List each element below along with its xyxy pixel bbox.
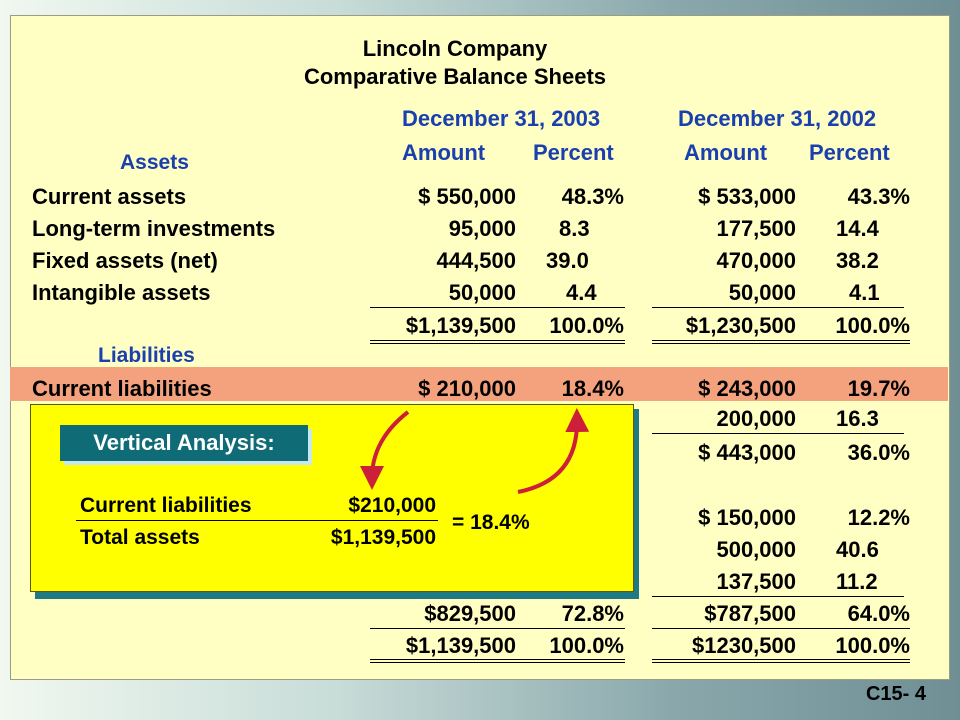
denominator-value: $1,139,500 [330,526,436,549]
vertical-analysis-heading: Vertical Analysis: [60,425,308,461]
grand-total-percent-2002: 100.0% [835,633,910,658]
arrow-down-icon [360,410,410,490]
asset-percent-2002: 38.2 [836,248,879,273]
total-liabilities-amount-2002: $ 443,000 [698,440,796,465]
asset-amount-2003: 50,000 [448,280,516,305]
asset-amount-2002: 177,500 [716,216,796,241]
asset-label: Current assets [32,184,187,209]
total-double-rule [370,340,625,344]
asset-percent-2003: 48.3% [561,184,624,209]
liability-percent-2002: 16.3 [836,406,879,431]
ratio-result: = 18.4% [452,511,530,534]
equity-amount-2002: $ 150,000 [698,505,796,530]
subtotal-rule [652,628,910,629]
total-double-rule [652,340,910,344]
total-liabilities-percent-2002: 36.0% [847,440,910,465]
asset-label: Long-term investments [32,216,276,241]
liabilities-heading: Liabilities [98,344,195,367]
grand-total-amount-2002: $1230,500 [692,633,796,658]
header-2002: December 31, 2002 [678,106,877,131]
slide-number: C15- 4 [865,683,926,705]
equity-percent-2002: 11.2 [836,569,878,594]
assets-total-amount-2003: $1,139,500 [405,313,516,338]
header-2003: December 31, 2003 [402,106,601,131]
header-amount-2002: Amount [684,140,768,165]
asset-amount-2003: 95,000 [448,216,516,241]
subtotal-rule [370,307,625,308]
asset-percent-2003: 4.4 [566,280,597,305]
header-percent-2003: Percent [533,140,614,165]
denominator-label: Total assets [80,526,200,549]
asset-amount-2003: 444,500 [436,248,516,273]
arrow-up-icon [517,408,590,494]
equity-total-percent-2003: 72.8% [561,601,624,626]
fraction-bar [76,520,438,521]
current-liabilities-amount-2002: $ 243,000 [698,376,796,401]
subtotal-rule [652,307,904,308]
equity-total-amount-2003: $829,500 [424,601,516,626]
asset-label: Fixed assets (net) [32,248,218,273]
asset-percent-2002: 4.1 [849,280,880,305]
asset-percent-2003: 8.3 [559,216,590,241]
equity-percent-2002: 12.2% [847,505,910,530]
header-amount-2003: Amount [402,140,486,165]
liability-amount-2002: 200,000 [716,406,796,431]
current-liabilities-label: Current liabilities [32,376,212,401]
assets-total-percent-2003: 100.0% [549,313,624,338]
subtotal-rule [652,433,904,434]
company-title: Lincoln Company [362,36,548,61]
header-percent-2002: Percent [809,140,890,165]
statement-title: Comparative Balance Sheets [303,64,607,89]
subtotal-rule [652,596,904,597]
equity-percent-2002: 40.6 [836,537,879,562]
grand-total-amount-2003: $1,139,500 [405,633,516,658]
equity-amount-2002: 500,000 [716,537,796,562]
subtotal-rule [370,628,625,629]
assets-total-percent-2002: 100.0% [835,313,910,338]
total-double-rule [652,659,910,663]
asset-label: Intangible assets [32,280,211,305]
asset-percent-2002: 14.4 [836,216,879,241]
current-liabilities-amount-2003: $ 210,000 [418,376,516,401]
equity-total-percent-2002: 64.0% [847,601,910,626]
numerator-label: Current liabilities [80,494,252,517]
asset-amount-2003: $ 550,000 [418,184,516,209]
asset-percent-2002: 43.3% [847,184,910,209]
current-liabilities-percent-2003: 18.4% [561,376,624,401]
equity-amount-2002: 137,500 [716,569,796,594]
assets-total-amount-2002: $1,230,500 [685,313,796,338]
asset-amount-2002: $ 533,000 [698,184,796,209]
asset-amount-2002: 50,000 [728,280,796,305]
highlight-row [10,367,948,401]
total-double-rule [370,659,625,663]
asset-amount-2002: 470,000 [716,248,796,273]
grand-total-percent-2003: 100.0% [549,633,624,658]
equity-total-amount-2002: $787,500 [704,601,796,626]
assets-heading: Assets [120,151,189,174]
current-liabilities-percent-2002: 19.7% [847,376,910,401]
asset-percent-2003: 39.0 [546,248,589,273]
numerator-value: $210,000 [348,494,436,517]
